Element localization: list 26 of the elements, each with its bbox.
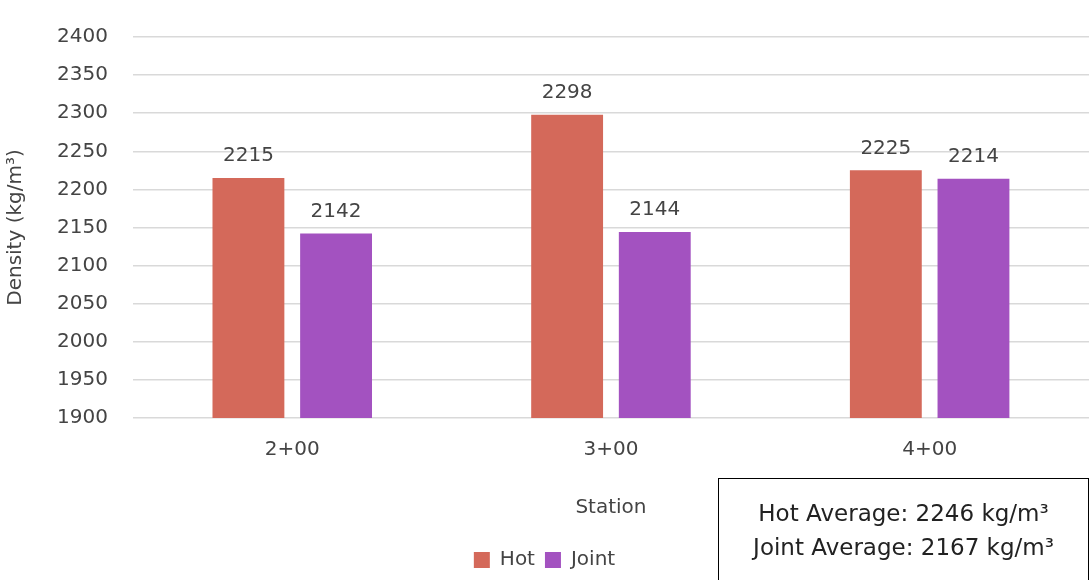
- legend-label: Joint: [568, 546, 616, 571]
- data-label: 2144: [629, 196, 681, 221]
- y-tick-label: 2150: [56, 213, 108, 238]
- text: Joint Average: 2167 kg/m³: [753, 532, 1054, 562]
- y-tick-label: 2400: [56, 23, 108, 48]
- y-tick-label: 2350: [56, 61, 108, 86]
- y-tick-label: 2100: [56, 251, 108, 276]
- x-tick-label: 4+00: [902, 436, 958, 461]
- y-tick-label: 2050: [56, 289, 108, 314]
- x-tick-label: 2+00: [264, 436, 320, 461]
- x-tick-label: 3+00: [583, 436, 639, 461]
- y-tick-label: 2000: [56, 328, 108, 352]
- data-label: 2215: [222, 142, 274, 167]
- x-axis-title: Station: [575, 494, 647, 519]
- text: Hot Average: 2246 kg/m³: [758, 498, 1049, 528]
- y-tick-label: 2200: [56, 175, 108, 200]
- y-axis-title: Density (kg/m³): [2, 149, 27, 306]
- data-label: 2225: [860, 134, 912, 159]
- data-label: 2298: [541, 78, 593, 103]
- data-label: 2214: [948, 142, 999, 167]
- legend-label: Hot: [499, 546, 536, 571]
- y-tick-label: 2250: [56, 137, 108, 162]
- y-tick-label: 1950: [56, 366, 108, 391]
- y-tick-label: 2300: [56, 99, 108, 124]
- y-tick-label: 1900: [56, 404, 108, 429]
- data-label: 2142: [310, 197, 362, 222]
